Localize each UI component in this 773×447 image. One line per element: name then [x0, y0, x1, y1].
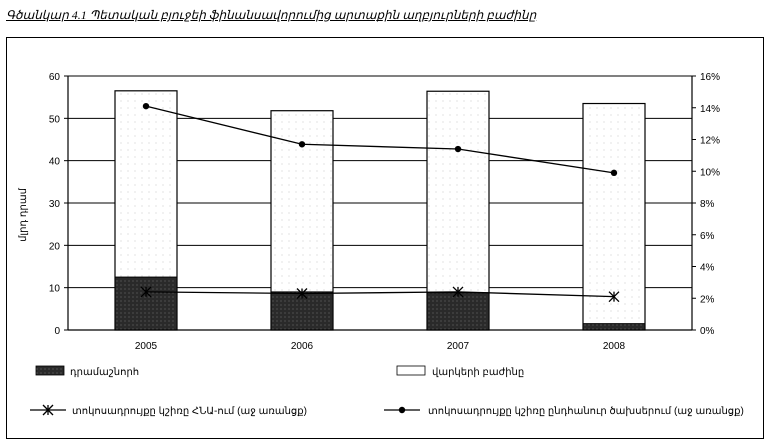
y2-tick-label: 16% [700, 72, 720, 83]
legend-circle-marker [398, 406, 406, 414]
marker-star [296, 288, 308, 299]
x-tick-label: 2006 [291, 341, 314, 352]
y2-tick-label: 0% [700, 326, 715, 337]
y2-tick-label: 12% [700, 136, 720, 147]
legend: դրամաշնորհ վարկերի բաժինը տոկոսադրույքը կշ… [30, 365, 744, 417]
legend-label-expenditure-line: տոկոսադրույքը կշիռը ընդհանուր ծախսերում … [428, 406, 744, 417]
figure-title: Գծանկար 4.1 Պետական բյուջեի ֆինանսավորու… [6, 8, 537, 22]
y-tick-label: 50 [49, 114, 61, 125]
y-tick-label: 60 [49, 72, 61, 83]
line-share-of-gdp [145, 291, 615, 298]
marker-circle [142, 102, 150, 110]
line-share-of-expenditure [145, 105, 615, 174]
bar-grant [426, 292, 490, 331]
x-tick-label: 2005 [135, 341, 158, 352]
marker-circle [298, 141, 306, 148]
y2-tick-label: 2% [700, 294, 715, 305]
legend-swatch-grant [35, 365, 65, 376]
y-tick-label: 20 [49, 241, 61, 252]
y2-tick-label: 10% [700, 167, 720, 178]
marker-star [452, 286, 464, 298]
legend-label-grant: դրամաշնորհ [70, 367, 139, 378]
x-tick-label: 2008 [603, 341, 626, 352]
legend-star-marker [42, 404, 54, 416]
legend-swatch-loan-share [396, 365, 426, 376]
y2-tick-label: 6% [700, 231, 715, 242]
y2-tick-label: 8% [700, 199, 715, 210]
y2-tick-label: 14% [700, 104, 720, 115]
marker-star [608, 291, 620, 303]
marker-circle [610, 169, 618, 177]
marker-circle [454, 145, 462, 153]
bars [114, 90, 646, 331]
y-tick-label: 10 [49, 284, 61, 295]
legend-label-gdp-line: տոկոսադրույքը կշիռը ՀՆԱ-ում (աջ առանցք) [72, 406, 307, 417]
tick-labels: 0 10 20 30 40 50 60 0% 2% 4% 6% 8% 10% 12% 14% 16% 2005 2… [49, 72, 720, 352]
bar-grant [114, 276, 178, 331]
series-lines [140, 102, 620, 303]
y-tick-label: 40 [49, 157, 61, 168]
marker-star [140, 286, 152, 298]
chart-frame [6, 37, 764, 439]
x-tick-label: 2007 [447, 341, 470, 352]
bar-grant [582, 323, 646, 331]
y-tick-label: 30 [49, 199, 61, 210]
y-tick-label: 0 [54, 326, 60, 337]
axes [64, 75, 696, 331]
y-axis-label: մլրդ դրամ [18, 187, 29, 242]
y2-tick-label: 4% [700, 263, 715, 274]
legend-label-loan-share: վարկերի բաժինը [432, 367, 524, 378]
